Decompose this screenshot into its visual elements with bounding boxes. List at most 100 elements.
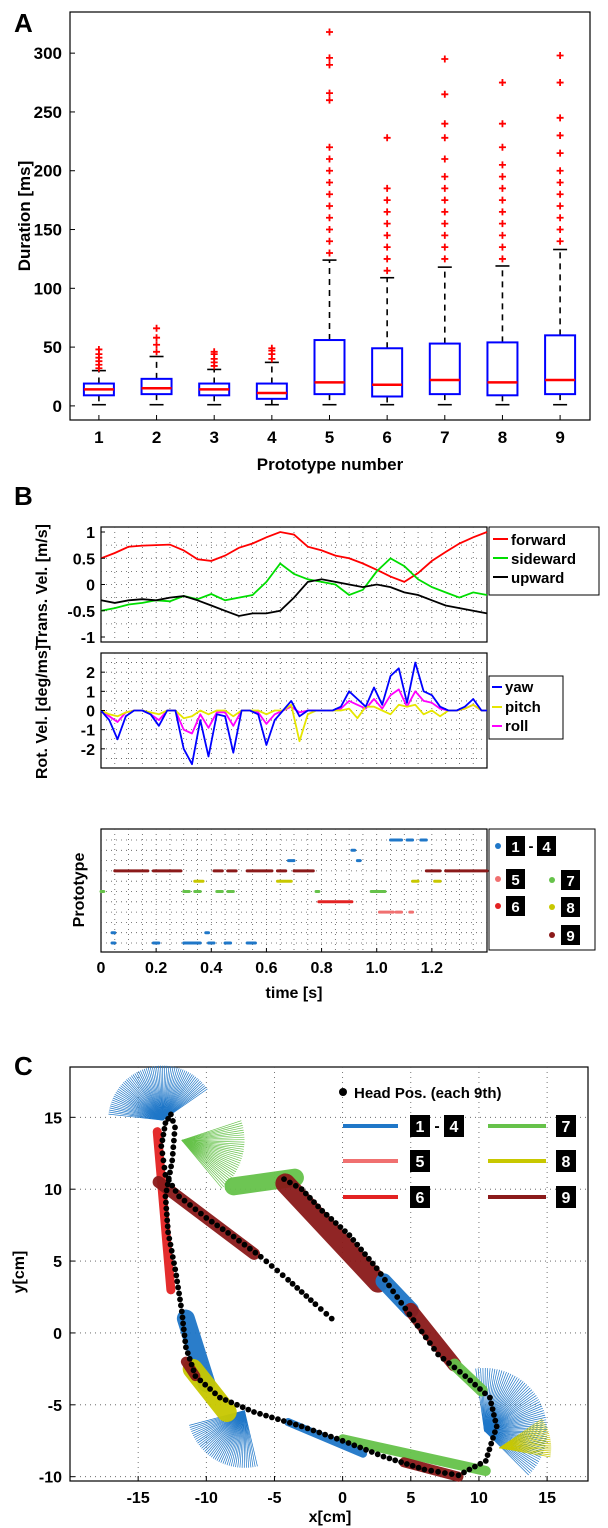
fan-ray [197, 1410, 245, 1444]
head-position-point [177, 1296, 183, 1303]
head-position-point [192, 1373, 199, 1379]
head-position-point [351, 1442, 358, 1449]
legend-sideward: sideward [511, 551, 576, 568]
head-position-point [172, 1266, 179, 1273]
y-tick-label: -5 [48, 1398, 62, 1415]
outlier-point [498, 243, 506, 251]
head-position-point [184, 1350, 191, 1356]
y-tick-label: 100 [34, 279, 62, 298]
fan-p1_4 [475, 1367, 548, 1476]
head-position-point [168, 1163, 175, 1170]
x-tick-label: 10 [470, 1490, 488, 1507]
head-position-path [158, 1111, 500, 1479]
fan-ray [151, 1066, 164, 1121]
panel-label-b: B [14, 481, 33, 511]
y-axis-label-a: Duration [ms] [15, 161, 34, 272]
head-position-point [462, 1373, 469, 1379]
fan-ray [181, 1139, 242, 1162]
legend-forward: forward [511, 532, 566, 549]
outlier-point [153, 324, 161, 332]
x-tick-label: 8 [498, 428, 507, 447]
box-8 [486, 79, 519, 406]
head-position-point [181, 1332, 188, 1339]
fan-ray [226, 1410, 245, 1466]
head-position-point [491, 1412, 497, 1418]
fan-ray [244, 1410, 252, 1468]
head-position-point [212, 1390, 218, 1397]
outlier-point [326, 190, 333, 198]
head-position-point [346, 1232, 353, 1239]
fan-ray [181, 1136, 245, 1141]
x-tick-label: 0 [338, 1490, 347, 1507]
outlier-point [498, 173, 506, 181]
fan-ray [214, 1410, 245, 1460]
head-position-point [298, 1423, 305, 1430]
outlier-point [556, 226, 564, 234]
fan-ray [484, 1378, 520, 1431]
box-7 [428, 55, 461, 406]
head-position-point [323, 1310, 330, 1317]
legend-b3-5: 5 [511, 872, 519, 889]
head-position-point [164, 1223, 171, 1230]
fan-ray [181, 1140, 223, 1189]
fan-ray [239, 1410, 245, 1468]
outlier-point [210, 348, 218, 356]
fan-ray [181, 1125, 243, 1141]
head-position-point [257, 1410, 263, 1417]
head-position-point [183, 1344, 189, 1351]
head-position-point [198, 1210, 204, 1217]
head-position-point [311, 1199, 317, 1205]
outlier-point [556, 178, 564, 186]
fan-ray [115, 1092, 163, 1121]
fan-ray [218, 1410, 245, 1462]
head-position-point [172, 1188, 179, 1194]
head-position-point [170, 1118, 176, 1124]
head-position-point [477, 1386, 483, 1392]
fan-ray [131, 1075, 163, 1121]
fan-ray [228, 1410, 245, 1466]
y-tick-label: 250 [34, 103, 62, 122]
head-position-point [292, 1421, 299, 1428]
fan-ray [244, 1410, 247, 1468]
fan-ray [244, 1410, 250, 1468]
fan-ray [198, 1410, 245, 1446]
head-position-point [214, 1222, 221, 1229]
head-position-point [410, 1317, 417, 1323]
x-tick-label: -5 [267, 1490, 281, 1507]
y-axis-label-b1: Trans. Vel. [m/s] [34, 524, 51, 646]
outlier-point [326, 155, 333, 163]
legend-b3-9: 9 [566, 928, 574, 945]
head-position-point [163, 1211, 170, 1218]
head-position-point [298, 1289, 305, 1295]
axes-frame-c [69, 1066, 589, 1482]
fan-ray [207, 1410, 245, 1455]
fan-ray [162, 1074, 193, 1121]
outlier-point [326, 54, 333, 62]
fan-ray [108, 1111, 163, 1121]
head-position-point [287, 1179, 293, 1186]
legend-b3-4: 4 [542, 839, 551, 856]
head-position-point [392, 1457, 399, 1464]
fan-ray [162, 1065, 170, 1121]
head-position-point [164, 1181, 171, 1188]
head-position-point [477, 1460, 484, 1467]
head-position-point [167, 1169, 173, 1176]
head-position-point [316, 1429, 323, 1436]
y-tick-label: -0.5 [67, 604, 95, 621]
y-tick-label: 5 [53, 1254, 62, 1271]
head-position-point [165, 1115, 172, 1122]
head-position-point [294, 1285, 301, 1291]
fan-ray [244, 1410, 254, 1468]
head-position-point [239, 1404, 246, 1411]
head-position-point [304, 1425, 311, 1432]
fan-ray [162, 1073, 191, 1121]
fan-ray [484, 1384, 528, 1431]
fan-ray [181, 1139, 239, 1168]
head-position-point [490, 1435, 496, 1441]
panel-b-rot-vel: -2 -1 0 1 2 Rot. Vel. [deg/ms] yaw pitch rol… [34, 645, 564, 779]
outlier-point [498, 120, 506, 128]
y-tick-label: 300 [34, 44, 62, 63]
head-position-point [162, 1120, 169, 1126]
outlier-point [326, 28, 333, 36]
y-tick-label: -1 [81, 723, 95, 740]
